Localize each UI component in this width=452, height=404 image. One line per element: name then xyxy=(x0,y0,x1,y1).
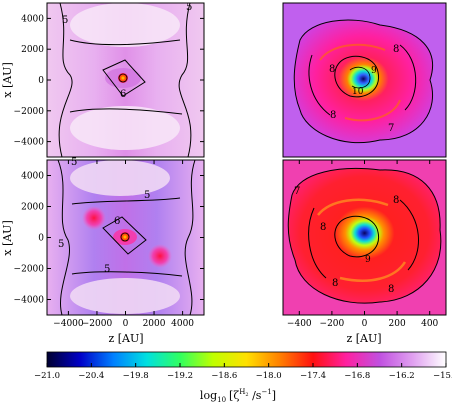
contour-line xyxy=(120,232,130,242)
pale-lobe-upper xyxy=(70,3,180,47)
x-tick-label: 0 xyxy=(123,319,129,329)
contour-line xyxy=(334,55,380,98)
contour-label: 9 xyxy=(371,66,377,76)
pale-lobe-lower xyxy=(70,278,180,314)
contour-line xyxy=(58,3,73,157)
contour-line xyxy=(57,160,70,315)
axes-frame xyxy=(282,2,447,158)
core-hotspot xyxy=(118,73,128,83)
contour-line xyxy=(178,3,192,157)
colorbar-label: log10 [ζH2 /s−1] xyxy=(200,388,276,404)
colorbar-tick-label: −21.0 xyxy=(34,371,60,381)
colorbar-tick-label: −19.8 xyxy=(123,371,149,381)
x-tick-label: −4000 xyxy=(53,319,84,329)
contour-label: 7 xyxy=(388,123,394,134)
x-tick-label: 200 xyxy=(389,319,406,329)
contour-line xyxy=(308,207,327,279)
colorbar-tick-label: −16.2 xyxy=(389,371,415,381)
contour-label: 5 xyxy=(186,2,192,13)
contour-line xyxy=(71,271,183,277)
x-tick-label: 4000 xyxy=(171,319,194,329)
heatmap-inner-region xyxy=(294,20,433,143)
pale-lobe-upper xyxy=(70,160,170,196)
contour-label: 5 xyxy=(58,239,64,250)
panel-bottom-right: −400 −200 0 200 400 7 8 8 9 8 8 z [AU] xyxy=(282,159,447,345)
colorbar-tick-label: −19.2 xyxy=(167,371,193,381)
y-tick-label: −2000 xyxy=(14,265,45,275)
y-tick-label: −4000 xyxy=(14,138,45,148)
x-tick-label: 0 xyxy=(362,319,368,329)
x-tick-label: 400 xyxy=(421,319,438,329)
contour-label: 5 xyxy=(144,190,150,201)
contour-label: 9 xyxy=(365,255,371,265)
colorbar-tick-label: −15.6 xyxy=(433,371,452,381)
spiral-arm xyxy=(344,99,401,122)
contour-label: 5 xyxy=(71,157,77,168)
pale-lobe-lower xyxy=(70,106,180,150)
contour-line xyxy=(102,216,147,255)
x-tick-label: −200 xyxy=(320,319,345,329)
contour-line xyxy=(399,199,419,271)
spiral-arm xyxy=(317,198,389,216)
contour-label: 6 xyxy=(114,216,120,227)
contour-line xyxy=(118,73,128,83)
colorbar-tick-label: −18.0 xyxy=(256,371,282,381)
y-tick-label: 2000 xyxy=(21,203,44,213)
contour-label: 8 xyxy=(332,278,338,289)
contour-label: 8 xyxy=(320,222,326,233)
panel-top-right: 8 8 9 10 8 7 xyxy=(282,2,447,158)
y-tick-label: 4000 xyxy=(21,172,44,182)
spiral-arm xyxy=(319,43,386,61)
contour-line xyxy=(293,19,434,144)
hotspot-left xyxy=(82,206,106,230)
contour-line xyxy=(102,59,146,97)
colorbar: −21.0 −20.4 −19.8 −19.2 −18.6 −18.0 −17.4 −16.8… xyxy=(34,351,452,404)
contour-label: 6 xyxy=(120,89,126,100)
contour-line xyxy=(349,66,371,89)
colorbar-gradient xyxy=(46,351,447,368)
colorbar-tick-label: −18.6 xyxy=(211,371,237,381)
spiral-arm xyxy=(339,261,407,282)
x-axis-label: z [AU] xyxy=(108,332,143,345)
core-hotspot xyxy=(120,232,130,242)
y-tick-label: 2000 xyxy=(21,45,44,55)
y-tick-label: 0 xyxy=(38,234,44,244)
panel-top-left: 4000 2000 0 −2000 −4000 5 6 5 x [AU] xyxy=(1,2,205,158)
contour-label: 5 xyxy=(62,15,68,26)
contour-line xyxy=(287,167,442,304)
contour-label: 8 xyxy=(329,64,335,75)
contour-label: 8 xyxy=(388,284,394,295)
x-tick-label: −400 xyxy=(287,319,312,329)
contour-label: 5 xyxy=(104,264,110,275)
contour-label: 8 xyxy=(393,195,399,206)
y-tick-label: −4000 xyxy=(14,296,45,306)
contour-line xyxy=(71,197,181,205)
contour-label: 7 xyxy=(294,186,300,197)
x-tick-label: 2000 xyxy=(143,319,166,329)
contour-line xyxy=(399,44,417,111)
y-axis-label: x [AU] xyxy=(1,62,14,98)
contour-line xyxy=(184,160,196,315)
y-tick-label: 0 xyxy=(38,76,44,86)
contour-line xyxy=(69,39,181,46)
contour-line xyxy=(69,108,183,115)
colorbar-tick-label: −17.4 xyxy=(300,371,326,381)
contour-label: 8 xyxy=(330,110,336,121)
colorbar-tick-label: −20.4 xyxy=(78,371,104,381)
contour-label: 10 xyxy=(352,87,364,97)
y-tick-label: −2000 xyxy=(14,107,45,117)
contour-line xyxy=(334,215,380,258)
x-axis-label: z [AU] xyxy=(346,332,381,345)
contour-line xyxy=(308,54,331,116)
contour-label: 8 xyxy=(393,44,399,55)
y-axis-label: x [AU] xyxy=(1,220,14,256)
hotspot-right xyxy=(148,244,172,268)
x-tick-label: −2000 xyxy=(82,319,113,329)
y-tick-label: 4000 xyxy=(21,14,44,24)
colorbar-tick-label: −16.8 xyxy=(344,371,370,381)
